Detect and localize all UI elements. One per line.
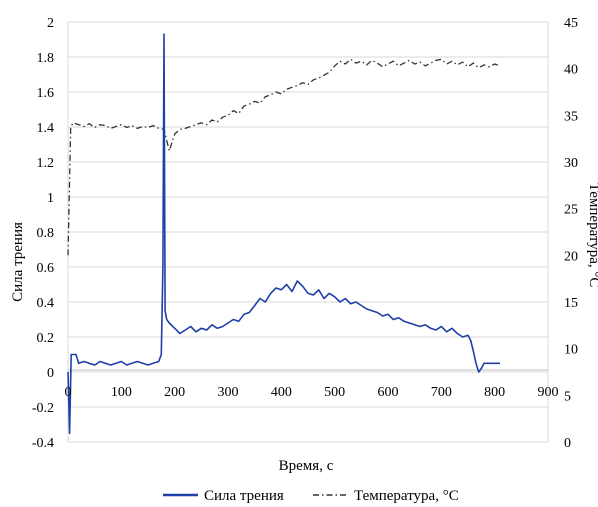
- y-tick-label-7: 1: [47, 191, 54, 206]
- y-tick-label-1: -0.2: [32, 401, 54, 416]
- x-tick-label-3: 300: [218, 385, 239, 400]
- y2-tick-label-8: 40: [564, 63, 578, 78]
- y2-tick-label-3: 15: [564, 296, 578, 311]
- y2-tick-label-6: 30: [564, 156, 578, 171]
- y-tick-label-4: 0.4: [37, 296, 55, 311]
- y-tick-label-3: 0.2: [37, 331, 55, 346]
- y-tick-label-6: 0.8: [37, 226, 55, 241]
- y2-tick-label-2: 10: [564, 343, 578, 358]
- legend-friction-label: Сила трения: [204, 488, 284, 504]
- y-tick-label-12: 2: [47, 16, 54, 31]
- x-tick-label-9: 900: [538, 385, 559, 400]
- legend: Сила трения Температура, °С: [163, 488, 459, 504]
- friction-line: [67, 33, 500, 435]
- y-tick-label-5: 0.6: [37, 261, 55, 276]
- friction-series: [67, 33, 500, 435]
- y2-tick-label-5: 25: [564, 203, 578, 218]
- y-tick-label-2: 0: [47, 366, 54, 381]
- y-tick-label-11: 1.8: [37, 51, 55, 66]
- y-tick-labels: -0.4 -0.2 0 0.2 0.4 0.6 0.8 1 1.2 1.4 1.6 1.8 2: [32, 16, 54, 451]
- grid-lines: [68, 21, 548, 443]
- y2-tick-label-9: 45: [564, 16, 578, 31]
- legend-temperature-label: Температура, °С: [354, 488, 459, 504]
- y2-axis-title: Температура, °С: [586, 183, 598, 288]
- y2-tick-label-0: 0: [564, 436, 571, 451]
- x-tick-labels: 0 100 200 300 400 500 600 700 800 900: [65, 385, 559, 400]
- y-tick-label-10: 1.6: [37, 86, 55, 101]
- x-tick-label-2: 200: [164, 385, 185, 400]
- temperature-line: [67, 58, 501, 256]
- temperature-series: [67, 58, 501, 256]
- x-tick-label-4: 400: [271, 385, 292, 400]
- y2-tick-label-1: 5: [564, 389, 571, 404]
- y2-tick-label-7: 35: [564, 109, 578, 124]
- x-tick-label-8: 800: [484, 385, 505, 400]
- x-tick-label-0: 0: [65, 385, 72, 400]
- y-tick-label-8: 1.2: [37, 156, 55, 171]
- y-tick-label-9: 1.4: [37, 121, 55, 136]
- x-tick-label-7: 700: [431, 385, 452, 400]
- y2-tick-label-4: 20: [564, 249, 578, 264]
- x-tick-label-5: 500: [324, 385, 345, 400]
- y-axis-title: Сила трения: [10, 222, 26, 302]
- y-tick-label-0: -0.4: [32, 436, 54, 451]
- x-axis-title: Время, с: [279, 458, 334, 474]
- x-tick-label-1: 100: [111, 385, 132, 400]
- x-tick-label-6: 600: [378, 385, 399, 400]
- y2-tick-labels: 0 5 10 15 20 25 30 35 40 45: [564, 16, 578, 451]
